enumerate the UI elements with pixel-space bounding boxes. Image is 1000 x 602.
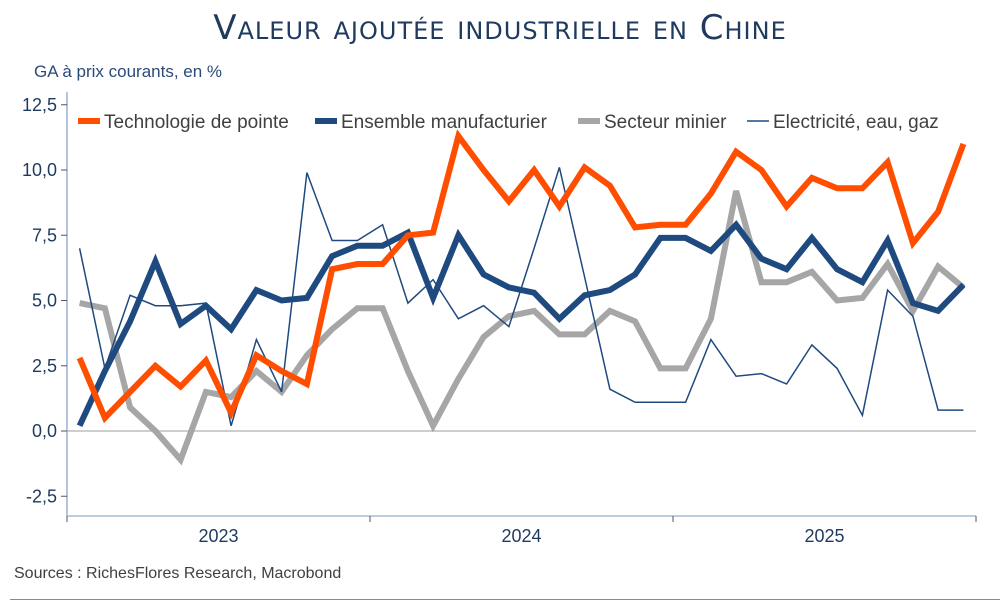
legend-label: Electricité, eau, gaz [773, 112, 939, 133]
legend: Technologie de pointe Ensemble manufactur… [78, 112, 939, 133]
legend-item: Ensemble manufacturier [315, 112, 548, 133]
series-line-ensemble-manufacturier [76, 220, 966, 428]
legend-item: Secteur minier [578, 112, 727, 133]
source-note: Sources : RichesFlores Research, Macrobo… [14, 565, 342, 582]
legend-label: Ensemble manufacturier [341, 112, 548, 133]
series-line-technologie-de-pointe [76, 129, 967, 424]
y-tick-label: 7,5 [32, 225, 57, 245]
legend-label: Technologie de pointe [104, 112, 289, 133]
bottom-divider [10, 599, 1000, 600]
y-tick-label: 5,0 [32, 291, 57, 311]
series-line-secteur-minier [78, 190, 966, 466]
axes: -2,5 0,0 2,5 5,0 7,5 10,0 12,5 2023 2024 2025 [22, 92, 977, 546]
x-tick-label: 2025 [804, 526, 844, 546]
y-tick-label: 2,5 [32, 356, 57, 376]
y-tick-label: 12,5 [22, 95, 57, 115]
legend-item: Technologie de pointe [78, 112, 289, 133]
legend-label: Secteur minier [604, 112, 727, 133]
x-tick-label: 2023 [198, 526, 238, 546]
legend-item: Electricité, eau, gaz [747, 112, 939, 133]
y-tick-label: 10,0 [22, 160, 57, 180]
series-layer [76, 129, 967, 466]
y-tick-label: -2,5 [26, 486, 57, 506]
chart-title: Valeur ajoutée industrielle en Chine [213, 8, 787, 48]
x-tick-label: 2024 [501, 526, 541, 546]
chart-subtitle: GA à prix courants, en % [34, 62, 223, 81]
y-tick-label: 0,0 [32, 421, 57, 441]
